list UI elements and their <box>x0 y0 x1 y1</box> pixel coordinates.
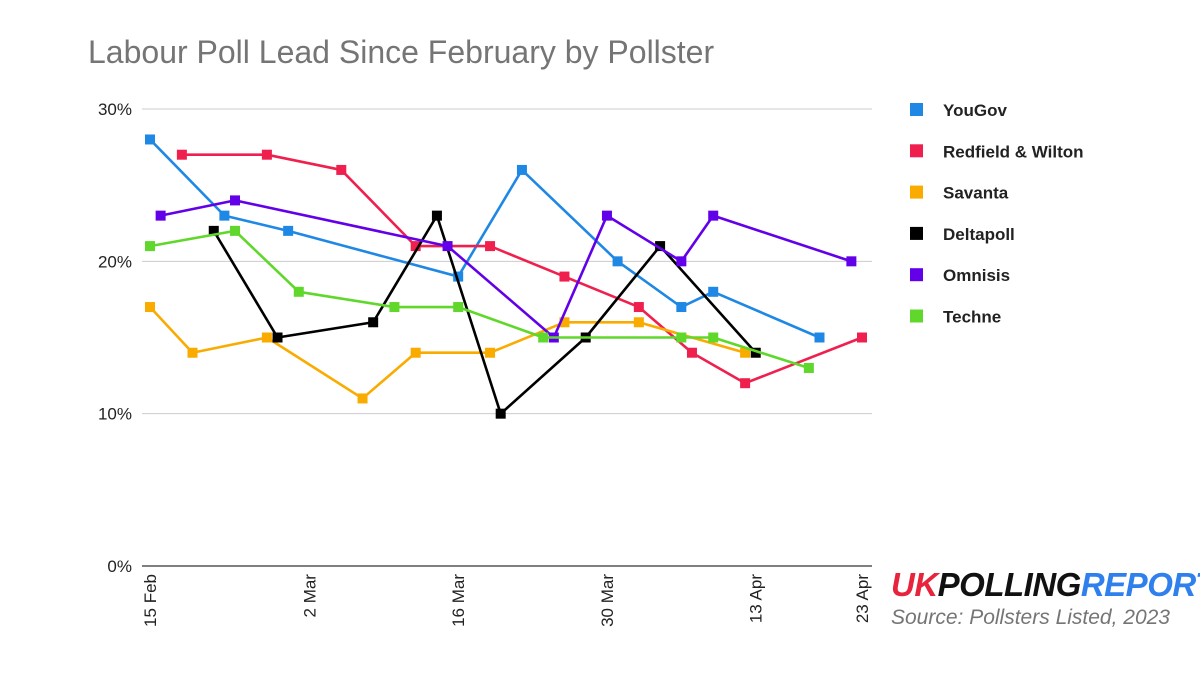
y-tick-label: 30% <box>98 100 132 119</box>
data-point-savanta <box>145 302 155 313</box>
data-point-omnisis <box>442 241 453 252</box>
data-point-deltapoll <box>750 347 761 358</box>
data-point-redfield-wilton <box>857 332 867 343</box>
data-point-techne <box>293 286 304 297</box>
legend-label: Redfield & Wilton <box>943 142 1084 161</box>
data-point-yougov <box>814 332 825 343</box>
x-tick-label: 23 Apr <box>853 574 872 623</box>
data-point-deltapoll <box>208 225 219 236</box>
data-point-redfield-wilton <box>633 302 644 313</box>
data-point-techne <box>453 302 464 313</box>
series-omnisis <box>155 195 857 343</box>
data-point-omnisis <box>708 210 719 221</box>
series-deltapoll <box>208 210 761 419</box>
data-point-yougov <box>145 134 155 145</box>
legend-label: Deltapoll <box>943 225 1015 244</box>
data-point-techne <box>538 332 549 343</box>
data-point-deltapoll <box>431 210 442 221</box>
data-point-omnisis <box>230 195 241 206</box>
legend-swatch <box>910 309 923 323</box>
data-point-savanta <box>410 347 421 358</box>
x-tick-label: 16 Mar <box>449 574 468 627</box>
x-tick-label: 30 Mar <box>598 574 617 627</box>
legend-swatch <box>910 103 923 116</box>
legend-label: Omnisis <box>943 266 1010 285</box>
legend-swatch <box>910 144 923 158</box>
data-point-redfield-wilton <box>336 164 347 175</box>
source-note: Source: Pollsters Listed, 2023 <box>891 606 1170 629</box>
data-point-omnisis <box>601 210 612 221</box>
series-redfield-wilton <box>176 149 867 389</box>
data-point-savanta <box>187 347 198 358</box>
data-point-yougov <box>612 256 623 267</box>
legend-item-savanta: Savanta <box>910 184 1009 203</box>
data-point-redfield-wilton <box>176 149 187 160</box>
logo-report: REPORT <box>1080 566 1200 603</box>
data-point-deltapoll <box>272 332 283 343</box>
logo-uk: UK <box>891 566 938 603</box>
data-point-savanta <box>357 393 368 404</box>
y-tick-label: 10% <box>98 405 132 424</box>
data-point-techne <box>145 241 155 252</box>
data-point-deltapoll <box>655 241 666 252</box>
data-point-redfield-wilton <box>410 241 421 252</box>
data-point-yougov <box>516 164 527 175</box>
legend-item-omnisis: Omnisis <box>910 266 1010 285</box>
y-tick-label: 0% <box>107 557 132 576</box>
data-point-redfield-wilton <box>559 271 570 282</box>
data-point-redfield-wilton <box>485 241 496 252</box>
data-point-yougov <box>453 271 464 282</box>
series-lines <box>145 134 867 419</box>
series-line-deltapoll <box>212 214 757 415</box>
data-point-yougov <box>676 302 687 313</box>
data-point-omnisis <box>676 256 687 267</box>
data-point-yougov <box>708 286 719 297</box>
gridlines: 0% 10% 20% 30% 15 Feb 2 Mar 16 Mar 30 Mar 13 Apr… <box>98 100 872 627</box>
data-point-deltapoll <box>368 317 379 328</box>
series-line-redfield-wilton <box>181 153 863 385</box>
data-point-savanta <box>633 317 644 328</box>
data-point-techne <box>230 225 241 236</box>
y-tick-label: 20% <box>98 252 132 271</box>
series-line-yougov <box>149 138 821 339</box>
legend-swatch <box>910 268 923 282</box>
chart-title: Labour Poll Lead Since February by Polls… <box>88 34 715 70</box>
series-techne <box>145 225 814 373</box>
data-point-techne <box>803 362 814 373</box>
data-point-savanta <box>261 332 272 343</box>
data-point-savanta <box>559 317 570 328</box>
x-tick-label: 15 Feb <box>141 574 160 627</box>
data-point-techne <box>676 332 687 343</box>
series-yougov <box>145 134 825 343</box>
ukpollingreport-logo: UKPOLLINGREPORT <box>891 566 1200 604</box>
legend-swatch <box>910 226 923 240</box>
data-point-techne <box>389 302 400 313</box>
data-point-yougov <box>219 210 230 221</box>
data-point-savanta <box>740 347 751 358</box>
data-point-techne <box>708 332 719 343</box>
legend-item-techne: Techne <box>910 308 1001 327</box>
series-savanta <box>145 302 751 404</box>
legend-label: Techne <box>943 308 1001 327</box>
data-point-redfield-wilton <box>261 149 272 160</box>
data-point-redfield-wilton <box>740 378 751 389</box>
logo-polling: POLLING <box>937 566 1082 603</box>
data-point-omnisis <box>155 210 166 221</box>
legend-item-deltapoll: Deltapoll <box>910 225 1015 244</box>
x-tick-label: 13 Apr <box>747 574 766 623</box>
x-tick-label: 2 Mar <box>300 574 319 618</box>
legend-item-redfield-wilton: Redfield & Wilton <box>910 142 1084 161</box>
data-point-redfield-wilton <box>686 347 697 358</box>
legend: YouGov Redfield & Wilton Savanta Deltapoll O… <box>910 101 1084 327</box>
data-point-savanta <box>485 347 496 358</box>
data-point-deltapoll <box>495 408 506 419</box>
data-point-yougov <box>283 225 294 236</box>
legend-label: YouGov <box>943 101 1007 120</box>
legend-item-yougov: YouGov <box>910 101 1007 120</box>
legend-label: Savanta <box>943 184 1009 203</box>
series-line-omnisis <box>160 199 852 339</box>
data-point-omnisis <box>846 256 857 267</box>
legend-swatch <box>910 185 923 199</box>
